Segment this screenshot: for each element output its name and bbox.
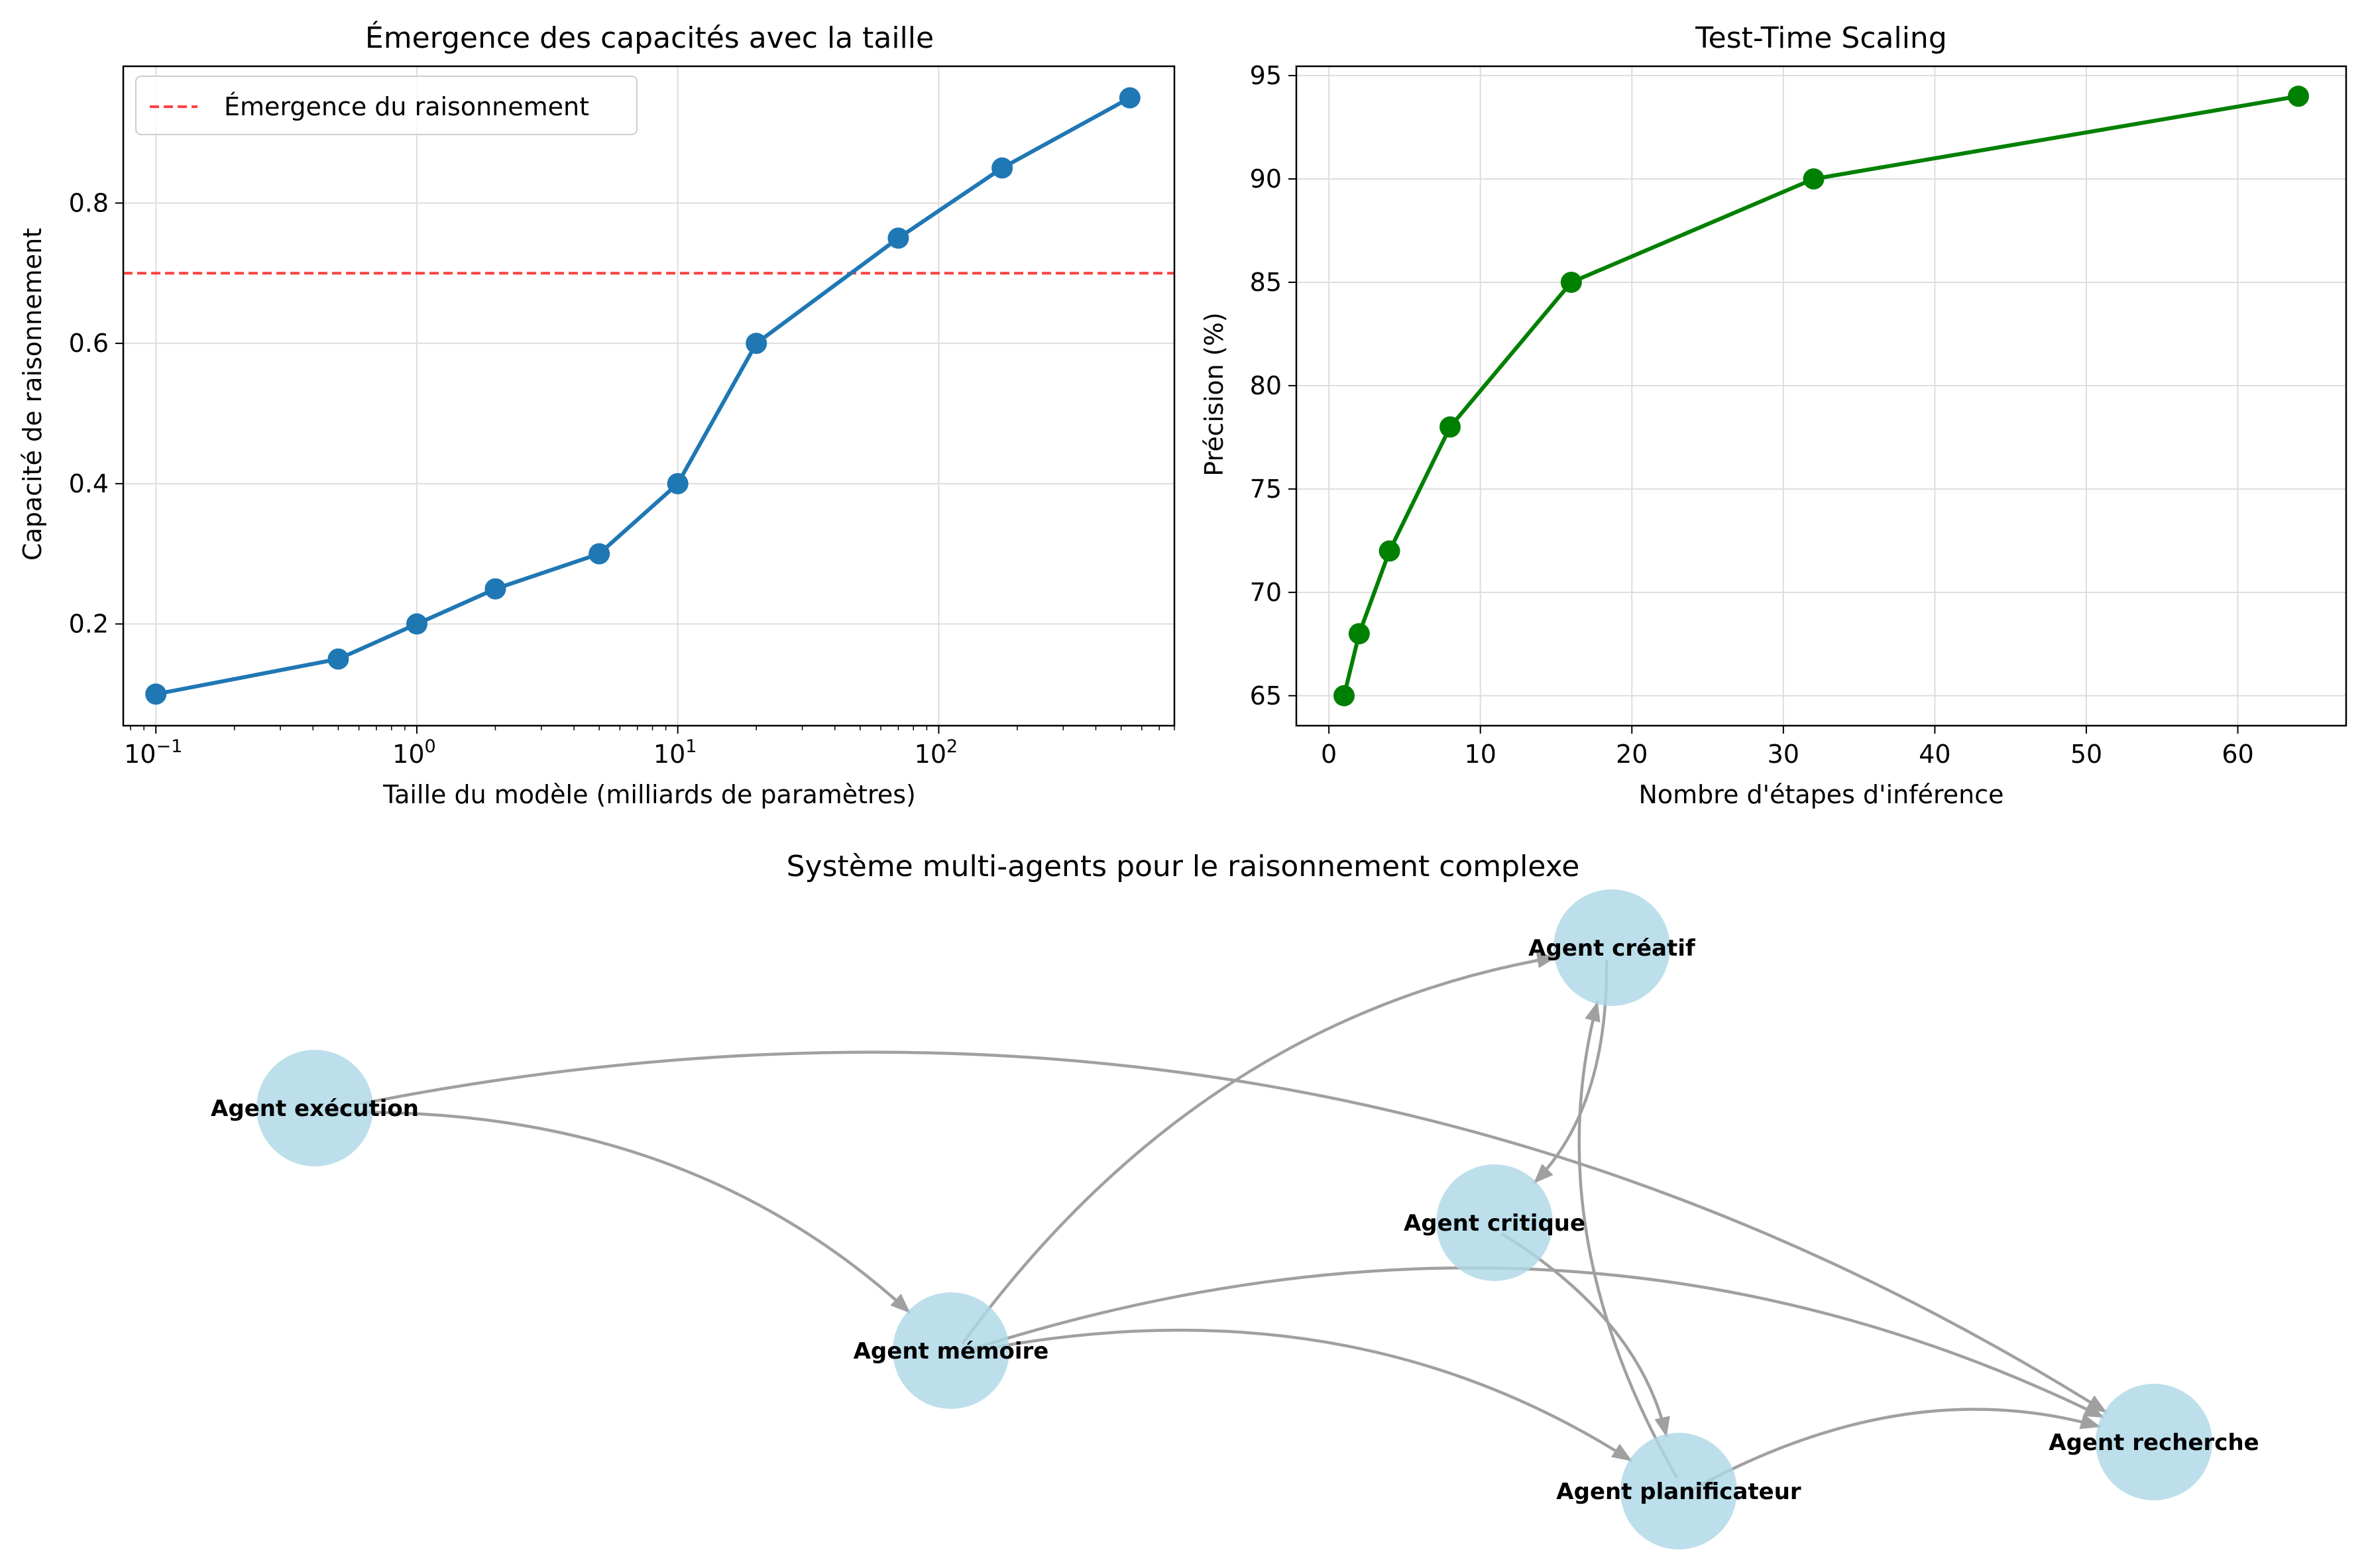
- graph-edge: [1691, 1408, 2102, 1491]
- c1-axes-frame: [122, 65, 1176, 727]
- graph-edge-arrowhead: [890, 1294, 911, 1314]
- c1-series: [145, 87, 1141, 705]
- c2-data-point: [1803, 168, 1825, 190]
- c1-ylabel: Capacité de raisonnement: [18, 228, 47, 561]
- c2-grid: [1296, 66, 2346, 726]
- c2-axes-frame: [1295, 65, 2347, 727]
- graph-node-label-execution: Agent exécution: [211, 1095, 419, 1122]
- graph-node-label-critique: Agent critique: [1404, 1210, 1585, 1237]
- c1-data-point: [991, 157, 1013, 179]
- graph-node-critique: [1436, 1164, 1553, 1281]
- c1-data-point: [327, 648, 349, 670]
- c1-legend: Émergence du raisonnement: [135, 76, 638, 135]
- graph-node-planificateur: [1620, 1433, 1737, 1549]
- graph-labels: Agent créatif Agent exécution Agent critiq…: [211, 935, 2259, 1505]
- graph-edge-arrowhead: [1654, 1416, 1670, 1437]
- c2-x-tick-label: 50: [2070, 740, 2102, 769]
- c1-data-point: [406, 613, 427, 635]
- c2-x-tick-label: 40: [1919, 740, 1950, 769]
- c1-data-point: [484, 578, 506, 600]
- c2-data-point: [1348, 623, 1370, 645]
- c1-title: Émergence des capacités avec la taille: [365, 20, 934, 55]
- graph-edge-arrowhead: [1610, 1443, 1632, 1461]
- c1-xlabel: Taille du modèle (milliards de paramètre…: [382, 780, 916, 809]
- c1-series-line: [155, 96, 1131, 697]
- c2-y-tick-label: 75: [1250, 475, 1282, 504]
- graph-edge-arrowhead: [1585, 1001, 1601, 1023]
- test-time-scaling-chart: 0 10 20 30 40 50 60 65 70 75 80 85 90 95 Test-Time Sc…: [1200, 21, 2347, 809]
- c2-data-point: [1333, 685, 1355, 706]
- c1-data-point: [589, 543, 610, 565]
- graph-edge: [327, 1050, 2108, 1414]
- c2-x-tick-label: 30: [1768, 740, 1799, 769]
- graph-title: Système multi-agents pour le raisonnemen…: [787, 850, 1580, 883]
- c2-y-tick-label: 85: [1250, 268, 1282, 297]
- graph-node-memoire: [893, 1292, 1009, 1409]
- graph-edge: [327, 1111, 912, 1314]
- c2-xlabel: Nombre d'étapes d'inférence: [1638, 780, 2003, 809]
- c2-ticks: 0 10 20 30 40 50 60 65 70 75 80 85 90 95: [1250, 61, 2254, 769]
- c2-data-point: [1560, 271, 1582, 293]
- c1-x-tick-label: 102: [915, 736, 958, 769]
- graph-edge: [1577, 1001, 1679, 1479]
- c2-data-point: [1379, 540, 1400, 562]
- c2-y-tick-label: 65: [1250, 681, 1282, 710]
- graph-edge: [961, 955, 1557, 1345]
- c1-y-tick-label: 0.6: [69, 329, 109, 358]
- graph-edge-arrowhead: [1534, 1164, 1553, 1184]
- graph-node-label-creatif: Agent créatif: [1528, 935, 1696, 962]
- graph-nodes: [256, 889, 2212, 1549]
- c2-y-tick-label: 90: [1250, 164, 1282, 194]
- c2-x-tick-label: 10: [1465, 740, 1496, 769]
- c1-data-point: [746, 333, 767, 355]
- c2-data-point: [2288, 85, 2309, 107]
- c2-series: [1333, 85, 2309, 706]
- c1-data-point: [667, 473, 689, 494]
- c2-title: Test-Time Scaling: [1695, 21, 1947, 55]
- c2-x-tick-label: 0: [1321, 740, 1337, 769]
- c1-x-tick-label: 10−1: [124, 736, 182, 769]
- graph-edge-arrowhead: [2079, 1414, 2101, 1429]
- graph-node-label-memoire: Agent mémoire: [854, 1338, 1049, 1365]
- c1-y-tick-label: 0.8: [69, 188, 109, 217]
- graph-edges: [327, 952, 2108, 1491]
- c1-grid: [123, 66, 1174, 726]
- graph-edge-arrowhead: [2082, 1402, 2104, 1418]
- c1-data-point: [1119, 87, 1141, 109]
- c2-data-point: [1439, 416, 1461, 438]
- c1-y-tick-label: 0.2: [69, 610, 109, 639]
- c1-legend-box: [135, 76, 638, 135]
- capability-emergence-chart: 10−1 100 101 102 0.2 0.4 0.6 0.8 Émergence des …: [18, 20, 1176, 809]
- multi-agent-graph: Système multi-agents pour le raisonnemen…: [211, 850, 2259, 1549]
- graph-node-creatif: [1553, 889, 1670, 1006]
- c1-legend-label: Émergence du raisonnement: [224, 92, 589, 121]
- c2-y-tick-label: 70: [1250, 578, 1282, 607]
- graph-edge: [964, 1328, 1633, 1463]
- graph-node-label-recherche: Agent recherche: [2049, 1429, 2259, 1456]
- graph-node-label-planificateur: Agent planificateur: [1556, 1479, 1801, 1505]
- c1-ticks: 10−1 100 101 102 0.2 0.4 0.6 0.8: [69, 188, 1175, 769]
- c1-data-point: [887, 227, 909, 249]
- c2-y-tick-label: 95: [1250, 61, 1282, 90]
- c2-ylabel: Précision (%): [1200, 312, 1229, 476]
- graph-node-recherche: [2096, 1384, 2212, 1500]
- c1-data-point: [145, 683, 167, 705]
- graph-edge-arrowhead: [1536, 952, 1557, 968]
- graph-node-execution: [256, 1050, 373, 1166]
- c2-x-tick-label: 60: [2222, 740, 2253, 769]
- c1-x-tick-label: 100: [392, 736, 436, 769]
- c2-y-tick-label: 80: [1250, 371, 1282, 400]
- c1-y-tick-label: 0.4: [69, 469, 109, 498]
- graph-edge: [964, 1266, 2105, 1420]
- c2-x-tick-label: 20: [1616, 740, 1648, 769]
- c1-x-tick-label: 101: [653, 736, 697, 769]
